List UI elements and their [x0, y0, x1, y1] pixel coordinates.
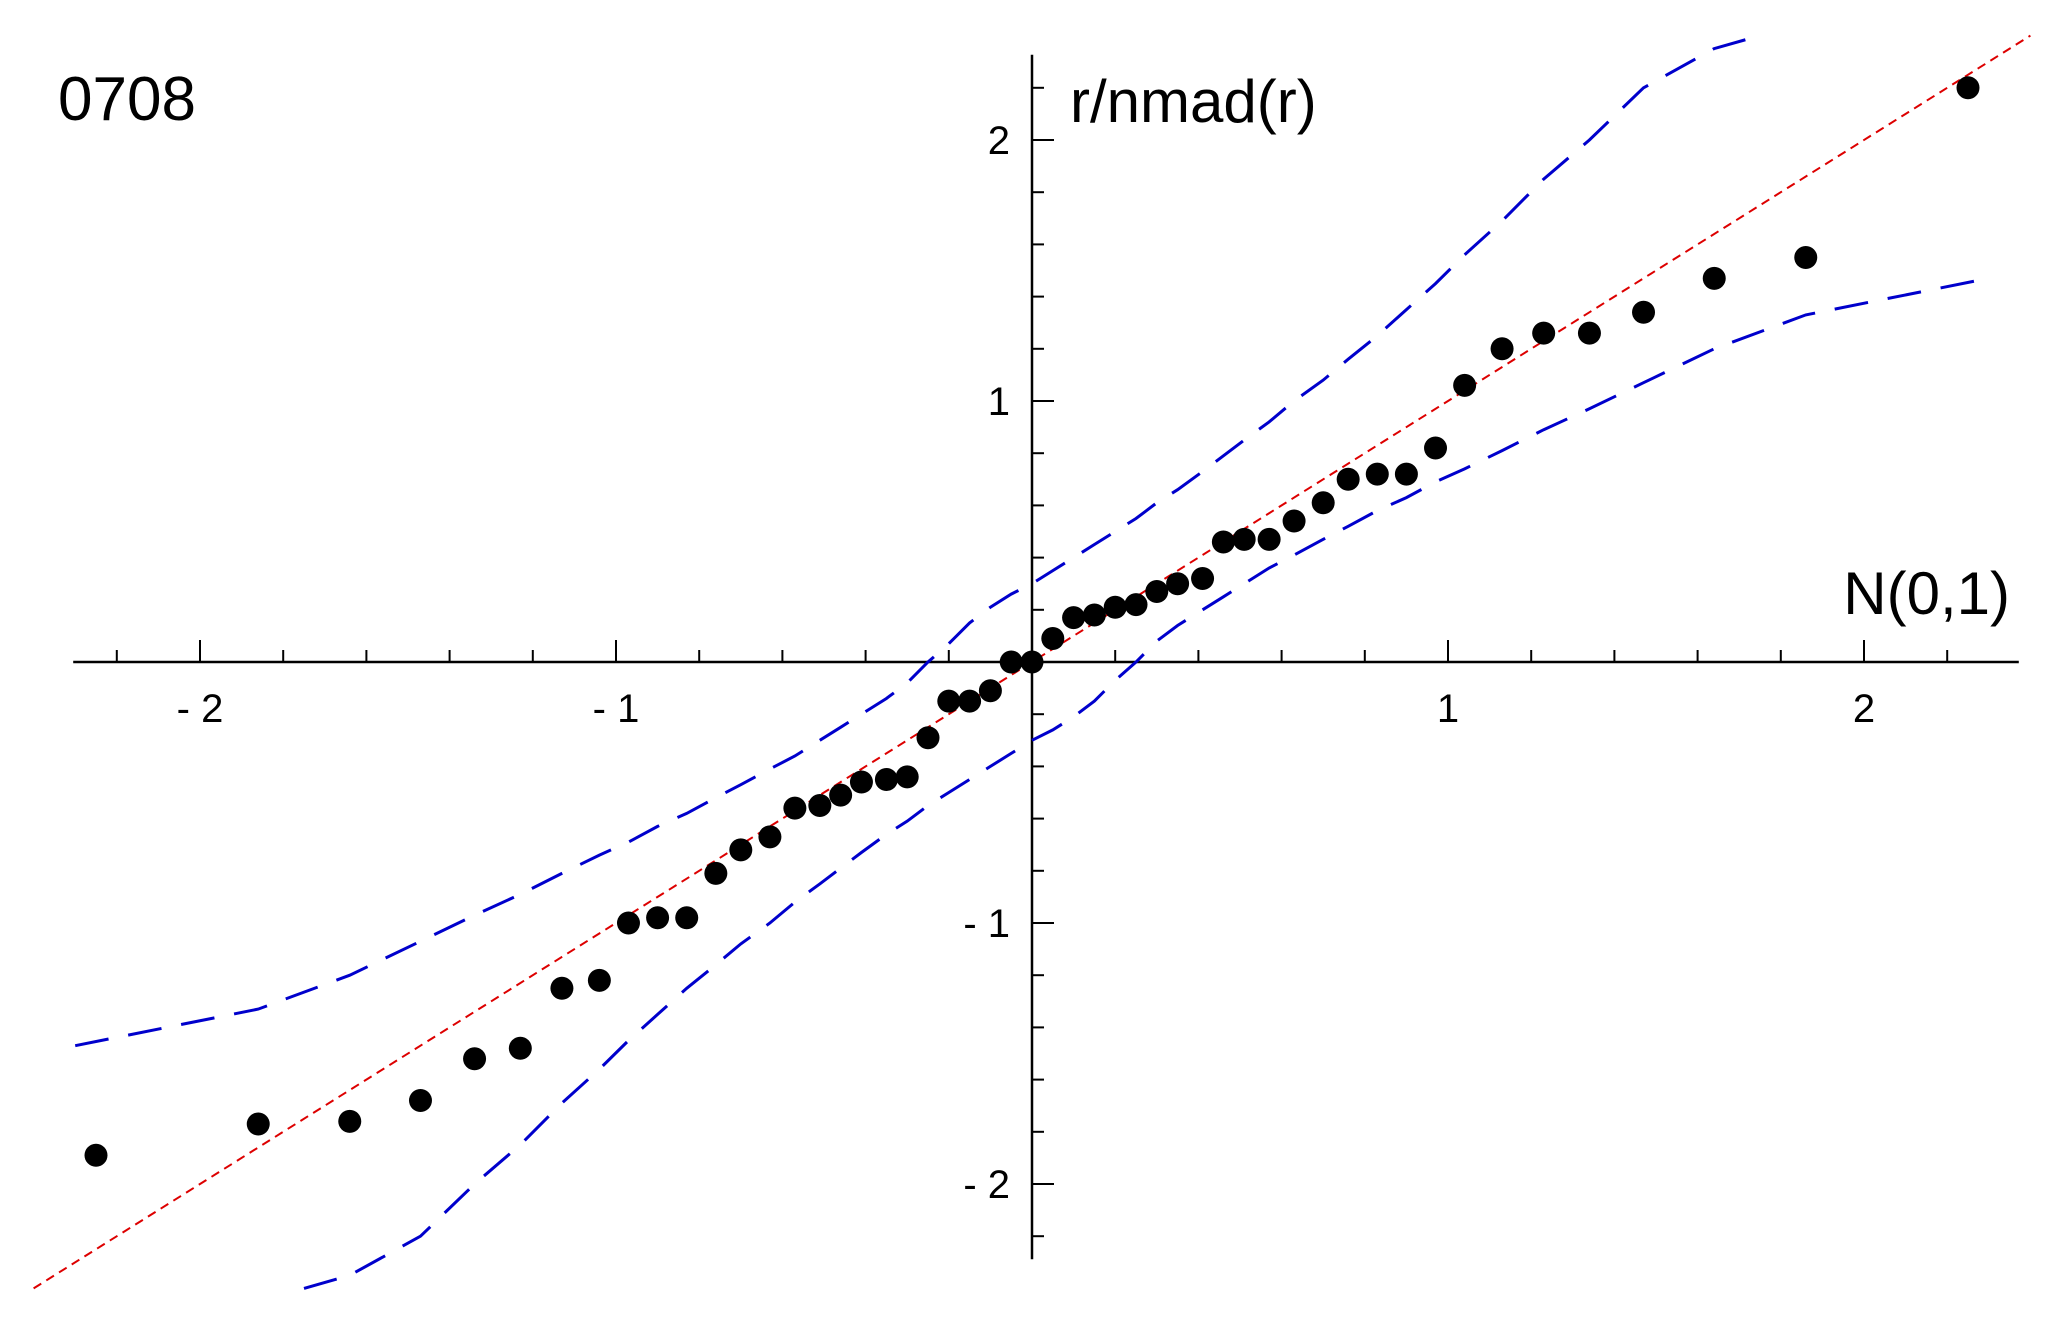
data-point: [978, 679, 1002, 703]
data-point: [849, 770, 873, 794]
data-point: [937, 689, 961, 713]
data-point: [1365, 462, 1389, 486]
data-point: [1020, 650, 1044, 674]
data-point: [1394, 462, 1418, 486]
data-point: [1257, 527, 1281, 551]
panel-label: 0708: [58, 65, 196, 134]
data-point: [1062, 606, 1086, 630]
data-point: [84, 1143, 108, 1167]
y-tick-label: 1: [988, 380, 1010, 424]
data-point: [508, 1036, 532, 1060]
data-point: [1211, 530, 1235, 554]
data-point: [1124, 593, 1148, 617]
lower-envelope-line: [303, 276, 1990, 1290]
data-point: [1702, 266, 1726, 290]
data-point: [1490, 337, 1514, 361]
data-point: [1082, 603, 1106, 627]
data-point: [1311, 491, 1335, 515]
data-point: [616, 911, 640, 935]
data-point: [463, 1047, 487, 1071]
data-point: [675, 906, 699, 930]
data-point: [895, 765, 919, 789]
data-point: [874, 767, 898, 791]
x-axis-label: N(0,1): [1843, 560, 2010, 627]
data-point: [916, 726, 940, 750]
data-point: [1632, 300, 1656, 324]
data-point: [1424, 436, 1448, 460]
upper-envelope-line: [74, 34, 1761, 1048]
data-point: [1956, 76, 1980, 100]
data-point: [1794, 245, 1818, 269]
data-point: [1041, 627, 1065, 651]
data-point: [1577, 321, 1601, 345]
data-point: [246, 1112, 270, 1136]
data-point: [808, 794, 832, 818]
data-point: [1191, 566, 1215, 590]
data-point: [1336, 467, 1360, 491]
data-point: [1103, 595, 1127, 619]
data-point: [783, 796, 807, 820]
data-point: [1532, 321, 1556, 345]
x-tick-label: 2: [1853, 687, 1875, 731]
x-tick-label: 1: [1437, 687, 1459, 731]
data-point: [1453, 373, 1477, 397]
data-point: [729, 838, 753, 862]
data-point: [338, 1109, 362, 1133]
data-point: [1145, 580, 1169, 604]
data-point: [550, 976, 574, 1000]
y-tick-label: - 1: [963, 902, 1010, 946]
x-tick-label: - 2: [177, 687, 224, 731]
y-axis-label: r/nmad(r): [1070, 68, 1317, 135]
data-point: [1166, 572, 1190, 596]
data-point: [587, 968, 611, 992]
x-tick-label: - 1: [593, 687, 640, 731]
data-point: [646, 906, 670, 930]
data-point: [1282, 509, 1306, 533]
plot-area: - 2 - 1 1 2 2 1 - 1 - 2: [33, 34, 2031, 1290]
data-point: [758, 825, 782, 849]
y-tick-label: - 2: [963, 1163, 1010, 1207]
data-point: [958, 689, 982, 713]
data-point: [408, 1088, 432, 1112]
data-point: [999, 650, 1023, 674]
data-point: [704, 861, 728, 885]
data-point: [829, 783, 853, 807]
data-point: [1232, 527, 1256, 551]
y-tick-label: 2: [988, 119, 1010, 163]
